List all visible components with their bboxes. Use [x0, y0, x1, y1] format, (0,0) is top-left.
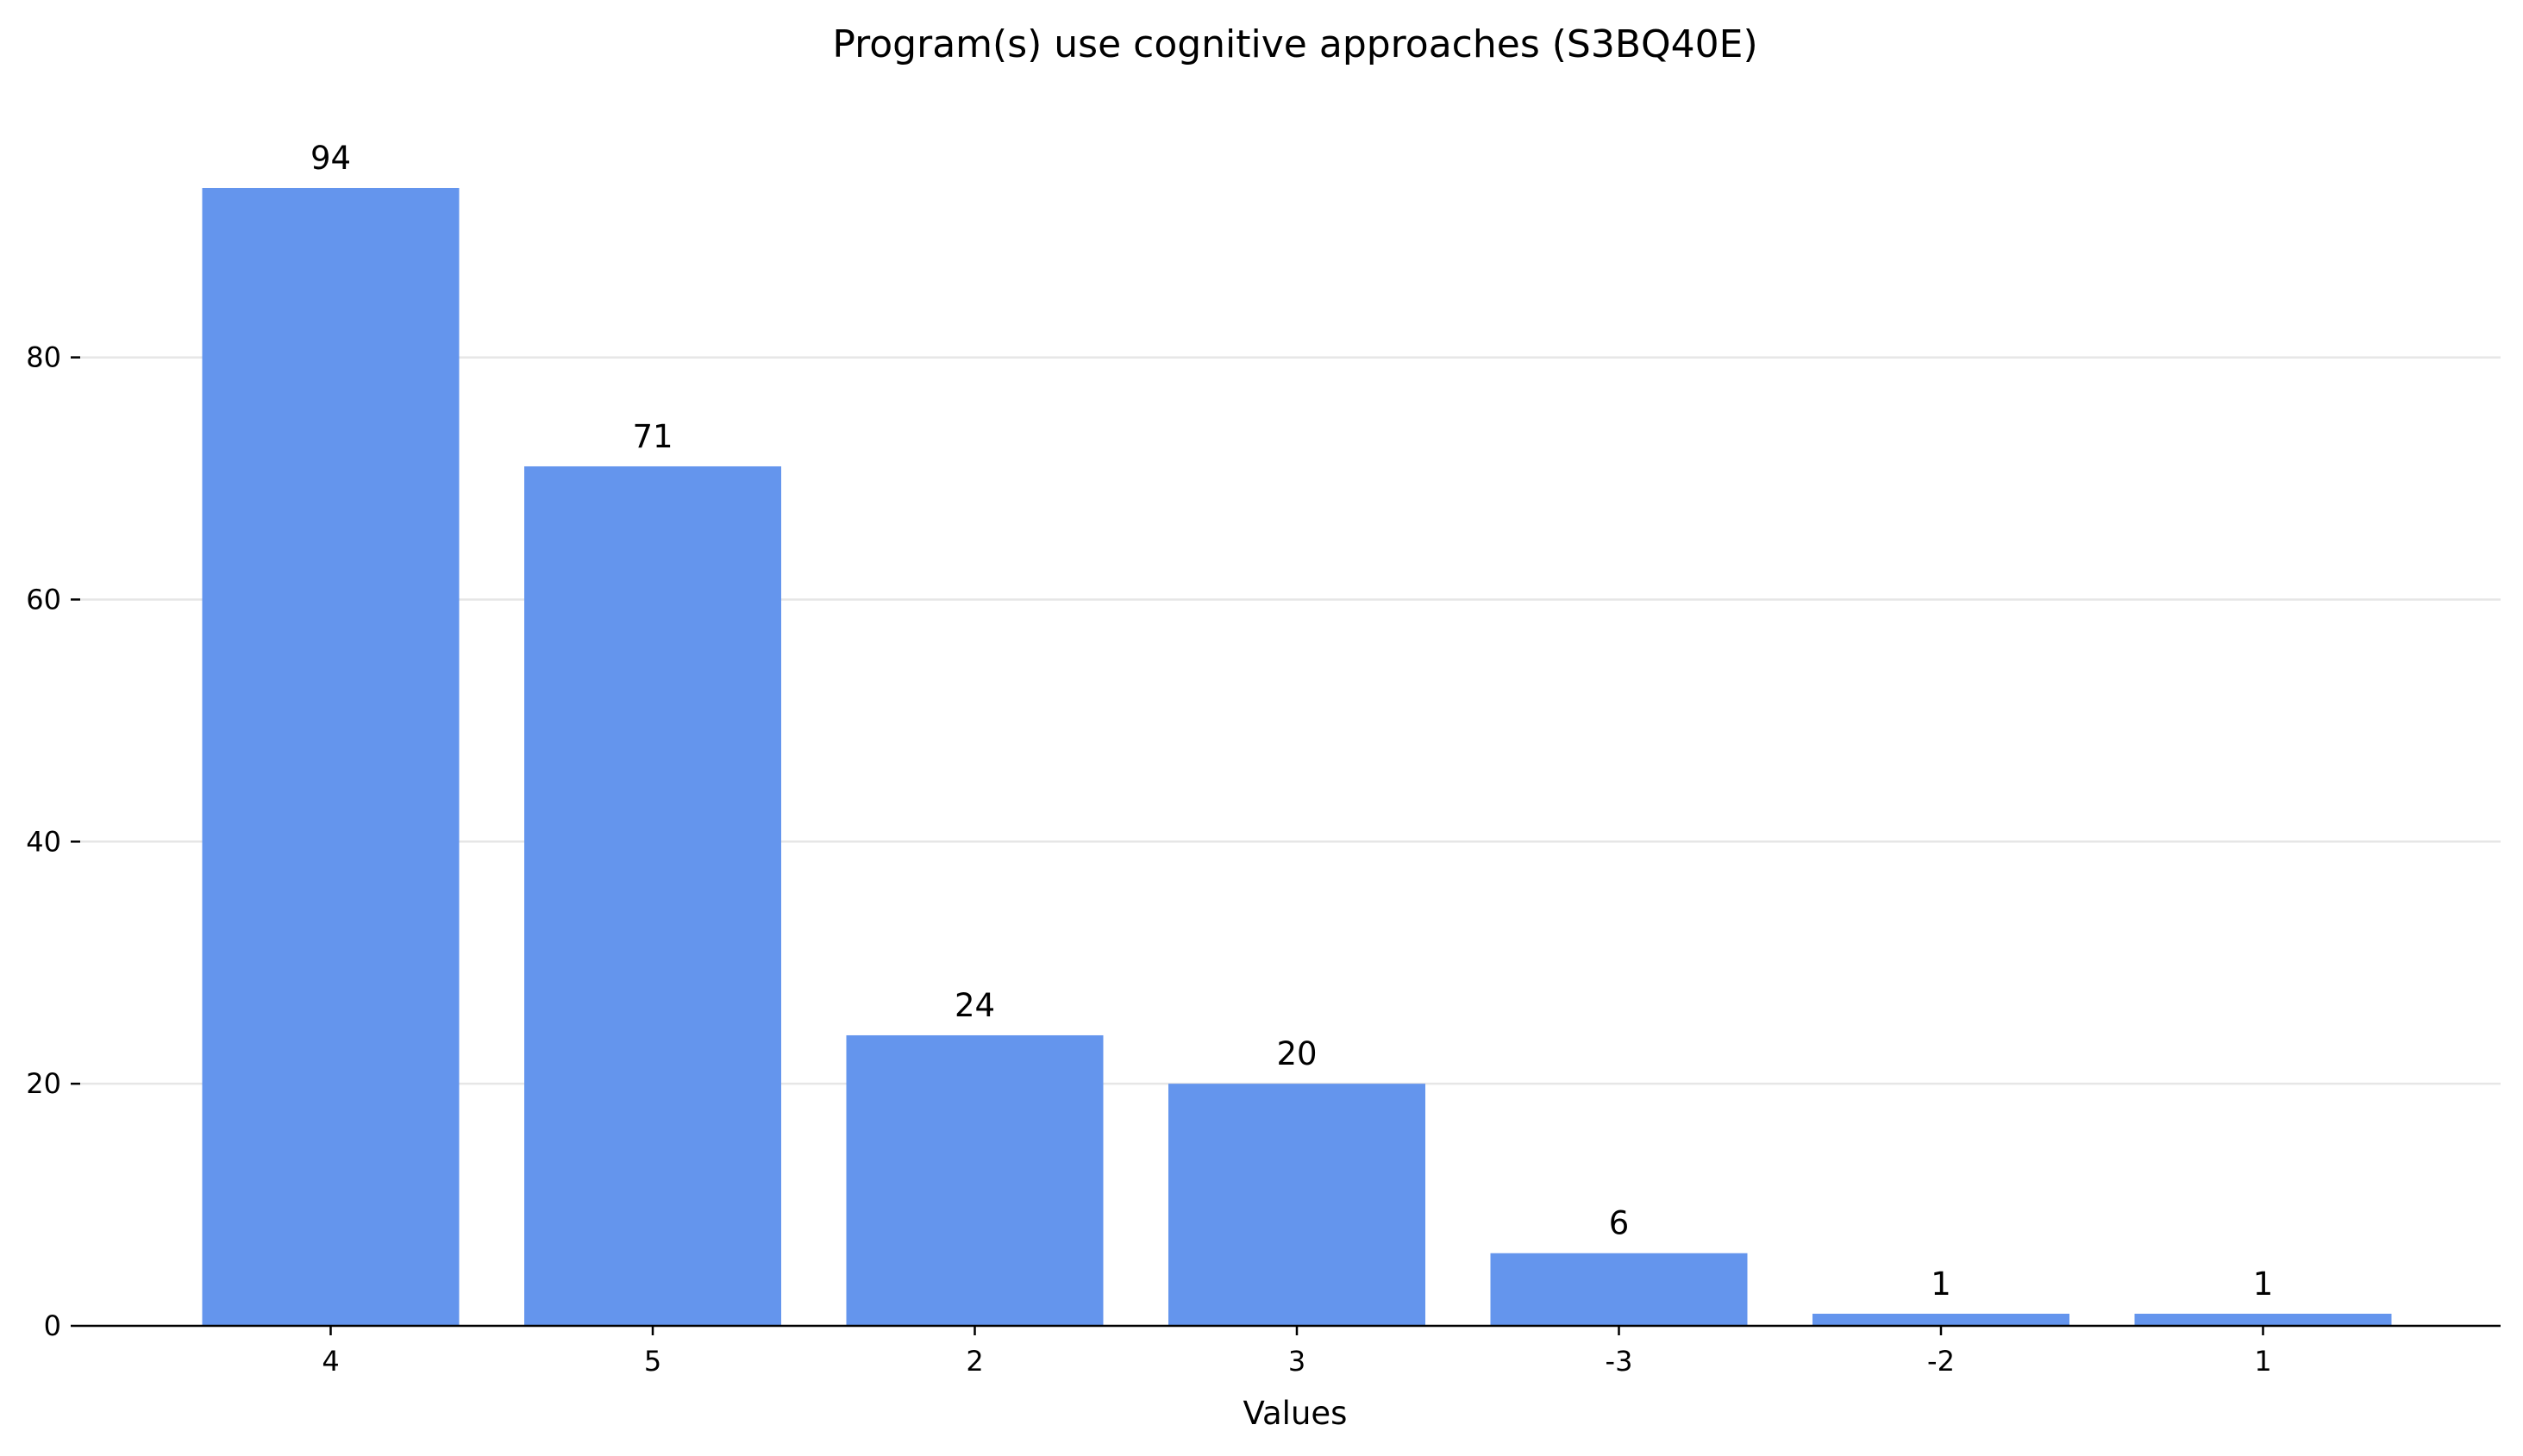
y-tick-label: 40 — [26, 825, 61, 858]
y-tick-label: 60 — [26, 583, 61, 616]
bar-value-label: 24 — [955, 987, 995, 1024]
x-tick-label: 2 — [966, 1345, 983, 1378]
bar — [2134, 1313, 2392, 1326]
data-labels: 94 71 24 20 6 1 1 — [310, 140, 2273, 1303]
bar-value-label: 94 — [310, 140, 351, 177]
x-tick-label: -2 — [1927, 1345, 1955, 1378]
x-tick-label: 3 — [1288, 1345, 1305, 1378]
bar — [524, 466, 781, 1326]
bar — [1490, 1253, 1748, 1326]
y-tick-label: 20 — [26, 1067, 61, 1100]
bar-value-label: 1 — [1931, 1265, 1951, 1303]
bar — [202, 188, 460, 1326]
x-tick-label: 4 — [322, 1345, 339, 1378]
bar-value-label: 71 — [632, 418, 673, 455]
bar-value-label: 1 — [2253, 1265, 2274, 1303]
x-tick-label: 1 — [2254, 1345, 2271, 1378]
x-axis-ticks: 4 5 2 3 -3 -2 1 — [322, 1326, 2272, 1378]
x-axis-label: Values — [1243, 1395, 1348, 1432]
bars — [202, 188, 2392, 1326]
y-tick-label: 80 — [26, 341, 61, 374]
x-tick-label: -3 — [1606, 1345, 1633, 1378]
y-axis-ticks: 0 20 40 60 80 — [26, 341, 80, 1342]
x-tick-label: 5 — [644, 1345, 661, 1378]
bar — [1168, 1084, 1425, 1326]
bar — [1812, 1313, 2069, 1326]
bar — [846, 1034, 1104, 1326]
y-tick-label: 0 — [44, 1309, 61, 1342]
bar-value-label: 6 — [1609, 1205, 1630, 1242]
bar-value-label: 20 — [1276, 1035, 1317, 1072]
chart-title: Program(s) use cognitive approaches (S3B… — [832, 22, 1757, 66]
